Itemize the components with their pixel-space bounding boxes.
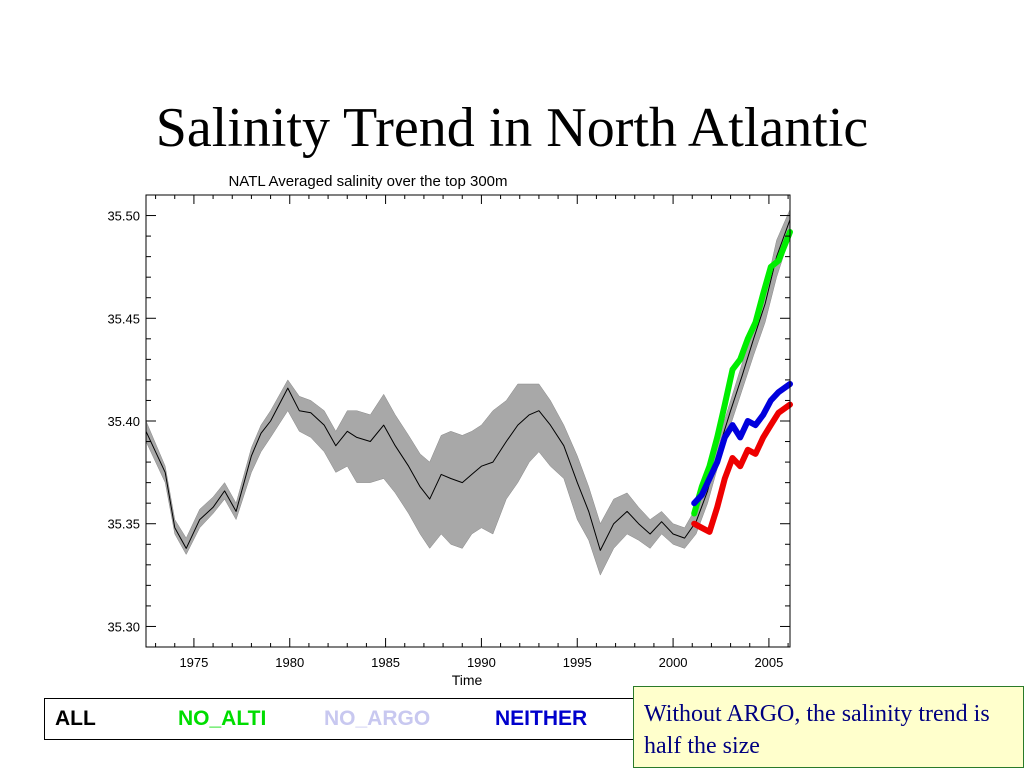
- chart-title: NATL Averaged salinity over the top 300m: [228, 173, 507, 190]
- x-tick-label: 1995: [563, 655, 592, 670]
- band-layer: [145, 209, 791, 576]
- x-tick-label: 1990: [467, 655, 496, 670]
- legend-item-no-alti: NO_ALTI: [178, 707, 267, 730]
- legend-item-neither: NEITHER: [495, 707, 588, 730]
- x-tick-label: 1975: [179, 655, 208, 670]
- x-tick-label: 1980: [275, 655, 304, 670]
- salinity-chart: NATL Averaged salinity over the top 300m…: [107, 173, 793, 688]
- x-axis-label: Time: [452, 672, 483, 688]
- y-tick-label: 35.45: [107, 311, 140, 326]
- uncertainty-band: [145, 209, 791, 576]
- slide-title: Salinity Trend in North Atlantic: [155, 97, 869, 159]
- series-line-no-alti: [691, 229, 793, 517]
- series-layer: [145, 219, 793, 551]
- y-tick-label: 35.30: [107, 619, 140, 634]
- series-line-neither: [691, 381, 793, 507]
- y-tick-label: 35.40: [107, 414, 140, 429]
- x-tick-label: 1985: [371, 655, 400, 670]
- annotation-note: Without ARGO, the salinity trend is half…: [633, 686, 1024, 768]
- y-tick-label: 35.50: [107, 209, 140, 224]
- x-tick-label: 2005: [754, 655, 783, 670]
- legend-item-no-argo: NO_ARGO: [324, 707, 431, 730]
- legend-item-all: ALL: [55, 707, 96, 730]
- x-tick-label: 2000: [659, 655, 688, 670]
- plot-frame: [145, 194, 791, 648]
- legend: ALL NO_ALTI NO_ARGO NEITHER: [44, 698, 654, 740]
- y-tick-label: 35.35: [107, 517, 140, 532]
- series-line-all: [145, 219, 791, 551]
- axis-layer: 1975 1980 1985 1990 1995 2000 2005 35.30 35.35 35…: [107, 194, 790, 670]
- series-line-no-argo: [691, 401, 793, 535]
